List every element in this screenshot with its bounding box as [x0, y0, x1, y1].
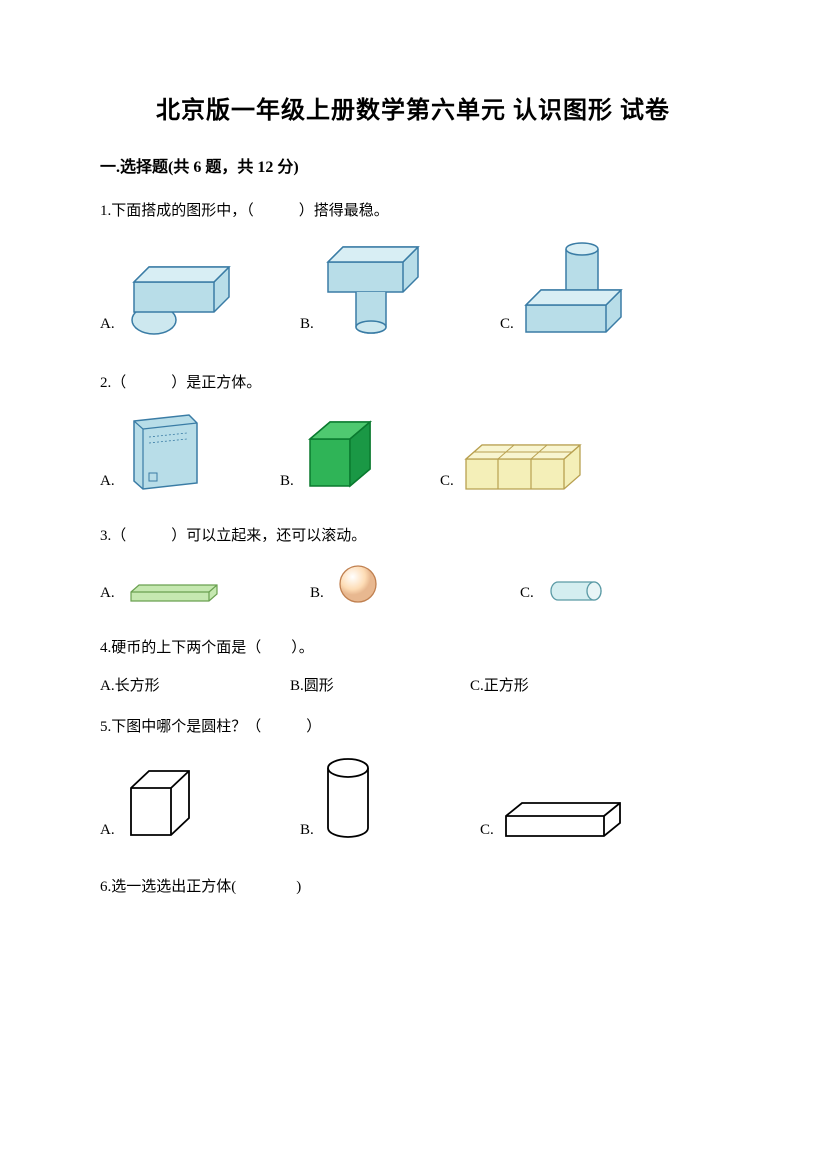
- option-label: A.: [100, 316, 115, 337]
- small-cylinder-icon: [546, 576, 606, 606]
- sphere-icon: [336, 562, 380, 606]
- q2-option-b: B.: [280, 414, 440, 494]
- q2-option-a: A.: [100, 409, 280, 494]
- option-label: B.: [300, 822, 314, 843]
- q2-options: A. B. C.: [100, 409, 726, 494]
- q2-option-c: C.: [440, 439, 588, 494]
- q1-option-c: C.: [500, 237, 628, 337]
- q1-text: 1.下面搭成的图形中，（ ）搭得最稳。: [100, 199, 726, 223]
- cuboid-blocks-icon: [458, 439, 588, 494]
- q5-options: A. B. C.: [100, 753, 726, 843]
- option-label: B.: [310, 585, 324, 606]
- option-label: C.: [480, 822, 494, 843]
- q2-text: 2.（ ）是正方体。: [100, 371, 726, 395]
- q4-option-a: A.长方形: [100, 674, 290, 695]
- option-label: A.: [100, 473, 115, 494]
- q4-text: 4.硬币的上下两个面是（ ）。: [100, 636, 726, 660]
- option-label: A.: [100, 585, 115, 606]
- q4-option-b: B.圆形: [290, 674, 470, 695]
- q1-option-b: B.: [300, 242, 500, 337]
- q3-options: A. B. C.: [100, 562, 726, 606]
- cuboid-on-cylinder-stand-icon: [318, 242, 428, 337]
- q5-option-c: C.: [480, 798, 628, 843]
- option-label: C.: [520, 585, 534, 606]
- option-label: B.: [300, 316, 314, 337]
- section-header: 一.选择题(共 6 题，共 12 分): [100, 153, 726, 177]
- q3-option-a: A.: [100, 580, 310, 606]
- q5-text: 5.下图中哪个是圆柱？（ ）: [100, 715, 726, 739]
- q1-option-a: A.: [100, 252, 300, 337]
- q4-options: A.长方形 B.圆形 C.正方形: [100, 674, 726, 695]
- q4-option-c: C.正方形: [470, 674, 529, 695]
- cylinder-on-cuboid-icon: [518, 237, 628, 337]
- q3-text: 3.（ ）可以立起来，还可以滚动。: [100, 524, 726, 548]
- flat-bar-icon: [127, 580, 222, 606]
- cuboid-on-cylinder-icon: [119, 252, 239, 337]
- flat-cuboid-outline-icon: [498, 798, 628, 843]
- book-icon: [119, 409, 209, 494]
- cylinder-outline-icon: [318, 753, 378, 843]
- cube-outline-icon: [119, 763, 199, 843]
- option-label: A.: [100, 822, 115, 843]
- option-label: B.: [280, 473, 294, 494]
- q3-option-b: B.: [310, 562, 520, 606]
- cube-icon: [298, 414, 378, 494]
- q5-option-b: B.: [300, 753, 480, 843]
- q3-option-c: C.: [520, 576, 606, 606]
- option-label: C.: [440, 473, 454, 494]
- q1-options: A. B. C.: [100, 237, 726, 337]
- q5-option-a: A.: [100, 763, 300, 843]
- q6-text: 6.选一选选出正方体( ): [100, 875, 726, 899]
- option-label: C.: [500, 316, 514, 337]
- page-title: 北京版一年级上册数学第六单元 认识图形 试卷: [100, 90, 726, 125]
